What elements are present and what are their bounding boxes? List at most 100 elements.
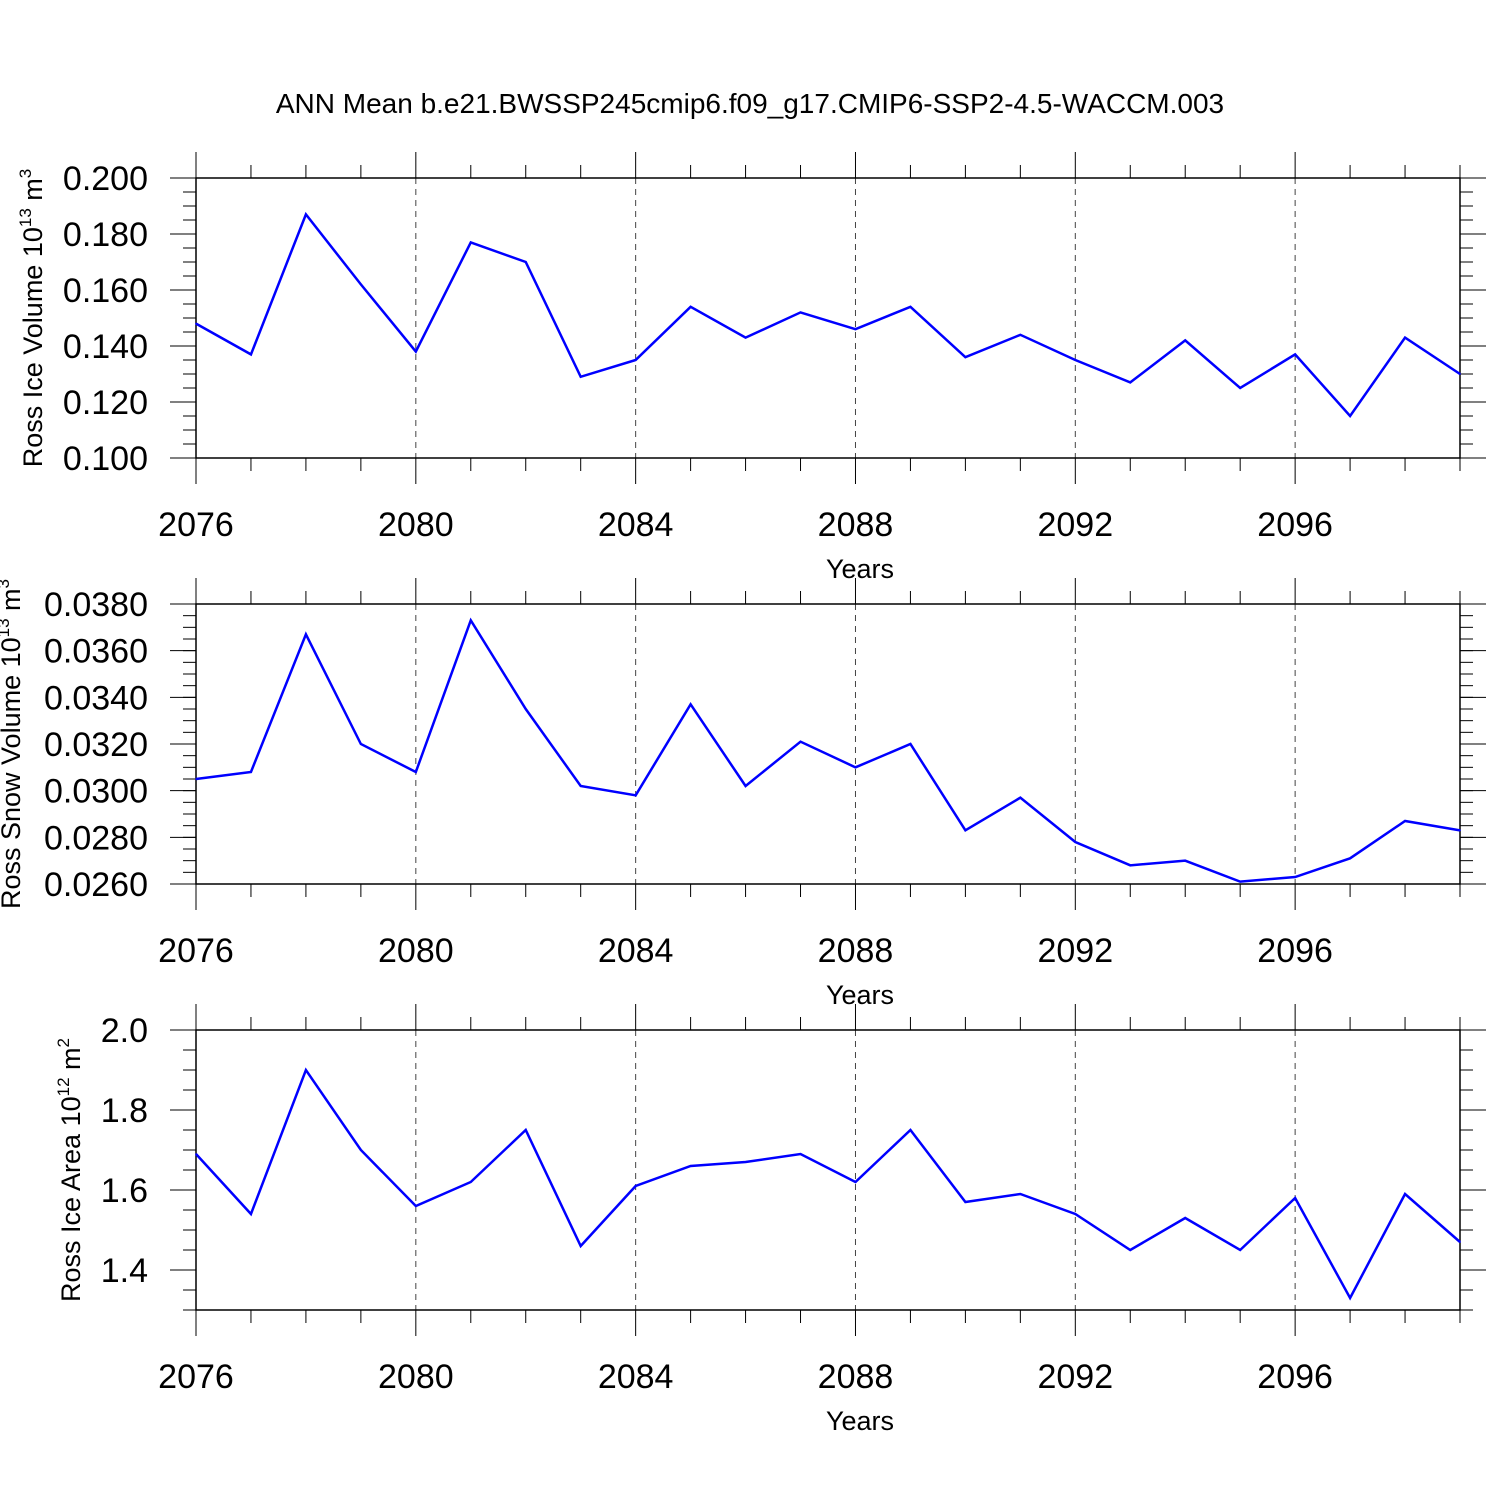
y-axis-label-unit-exponent: 3: [0, 579, 13, 588]
y-axis-label-text: Ross Ice Volume 10: [18, 227, 48, 467]
data-point: [524, 1129, 527, 1131]
data-point: [415, 1205, 417, 1207]
x-tick-label: 2080: [378, 932, 454, 970]
data-point: [1019, 334, 1022, 336]
data-point: [305, 1069, 307, 1071]
data-point: [1184, 859, 1187, 862]
x-tick-label: 2096: [1257, 932, 1333, 970]
data-point: [1349, 1297, 1351, 1299]
data-point: [1074, 1213, 1077, 1215]
data-point: [469, 1181, 472, 1183]
data-point: [1239, 1249, 1241, 1251]
data-point: [1074, 841, 1077, 843]
x-tick-label: 2088: [818, 932, 894, 970]
data-point: [1019, 796, 1022, 799]
y-tick-label: 0.0280: [44, 819, 148, 857]
data-point: [360, 283, 362, 286]
plot-frame: [195, 1029, 1461, 1311]
data-point: [744, 336, 747, 339]
x-tick-label: 2092: [1037, 1358, 1113, 1396]
data-point: [1459, 1241, 1461, 1243]
data-point: [524, 261, 527, 263]
data-point: [250, 771, 252, 773]
y-axis-label: Ross Snow Volume 1013 m3: [0, 579, 26, 909]
data-point: [1184, 339, 1187, 342]
data-point: [964, 1201, 967, 1203]
data-point: [195, 1153, 197, 1155]
data-point: [634, 359, 637, 361]
x-axis-label: Years: [826, 980, 894, 1010]
series-line: [195, 1067, 1461, 1301]
x-tick-label: 2084: [598, 506, 674, 544]
x-tick-label: 2096: [1257, 506, 1333, 544]
data-point: [195, 778, 197, 780]
y-axis-label-unit: m: [0, 588, 26, 618]
y-tick-label: 0.200: [63, 160, 148, 198]
data-point: [744, 1161, 747, 1163]
data-point: [689, 1165, 692, 1167]
data-point: [854, 766, 857, 769]
data-point: [1019, 1193, 1022, 1195]
y-tick-label: 1.4: [101, 1252, 148, 1290]
y-tick-label: 0.0300: [44, 773, 148, 811]
data-point: [579, 785, 582, 787]
y-tick-label: 1.6: [101, 1172, 148, 1210]
chart-panel-1: 2076 2080 2084 2088 2092 2096 0.100 0.120 0.140 0…: [16, 152, 1486, 584]
data-point: [1239, 387, 1241, 389]
x-tick-label: 2084: [598, 1358, 674, 1396]
data-point: [964, 356, 967, 359]
y-tick-label: 0.140: [63, 328, 148, 366]
data-point: [415, 350, 417, 353]
data-point: [1129, 864, 1132, 867]
data-point: [634, 794, 637, 797]
y-axis-label-unit-exponent: 2: [54, 1038, 73, 1047]
data-point: [195, 322, 197, 325]
data-point: [909, 1129, 912, 1131]
data-point: [909, 306, 912, 308]
plot-frame: [195, 177, 1461, 459]
data-point: [1404, 820, 1406, 822]
x-tick-label: 2076: [158, 1358, 234, 1396]
data-point: [1459, 373, 1461, 375]
x-tick-label: 2092: [1037, 506, 1113, 544]
data-point: [634, 1185, 637, 1187]
y-tick-label: 1.8: [101, 1092, 148, 1130]
y-tick-label: 0.0320: [44, 726, 148, 764]
x-tick-label: 2076: [158, 506, 234, 544]
data-point: [360, 1149, 362, 1151]
data-point: [1294, 1197, 1296, 1199]
data-point: [799, 311, 802, 314]
data-point: [689, 703, 692, 706]
data-point: [1404, 336, 1406, 339]
y-axis-label-text: Ross Ice Area 10: [56, 1096, 86, 1302]
data-point: [1294, 876, 1296, 878]
data-point: [744, 785, 747, 787]
x-axis-label: Years: [826, 554, 894, 584]
y-axis-label-unit: m: [18, 178, 48, 208]
y-tick-label: 0.0380: [44, 586, 148, 624]
y-tick-label: 2.0: [101, 1012, 148, 1050]
data-point: [524, 708, 527, 710]
data-point: [799, 740, 802, 743]
x-tick-label: 2088: [818, 1358, 894, 1396]
data-point: [1074, 359, 1077, 361]
data-point: [799, 1153, 802, 1155]
y-tick-label: 0.120: [63, 384, 148, 422]
data-point: [689, 306, 692, 308]
data-point: [1184, 1217, 1187, 1219]
data-point: [1459, 829, 1461, 832]
x-tick-label: 2092: [1037, 932, 1113, 970]
y-axis-label-exponent: 13: [0, 618, 13, 637]
x-tick-label: 2084: [598, 932, 674, 970]
data-point: [1239, 880, 1241, 883]
x-tick-label: 2080: [378, 506, 454, 544]
y-tick-label: 0.180: [63, 216, 148, 254]
y-axis-label-text: Ross Snow Volume 10: [0, 637, 26, 909]
data-point: [1349, 415, 1351, 417]
data-point: [1129, 1249, 1132, 1251]
data-point: [909, 743, 912, 745]
y-tick-label: 0.0260: [44, 866, 148, 904]
x-tick-label: 2096: [1257, 1358, 1333, 1396]
y-axis-label-exponent: 13: [16, 208, 35, 227]
